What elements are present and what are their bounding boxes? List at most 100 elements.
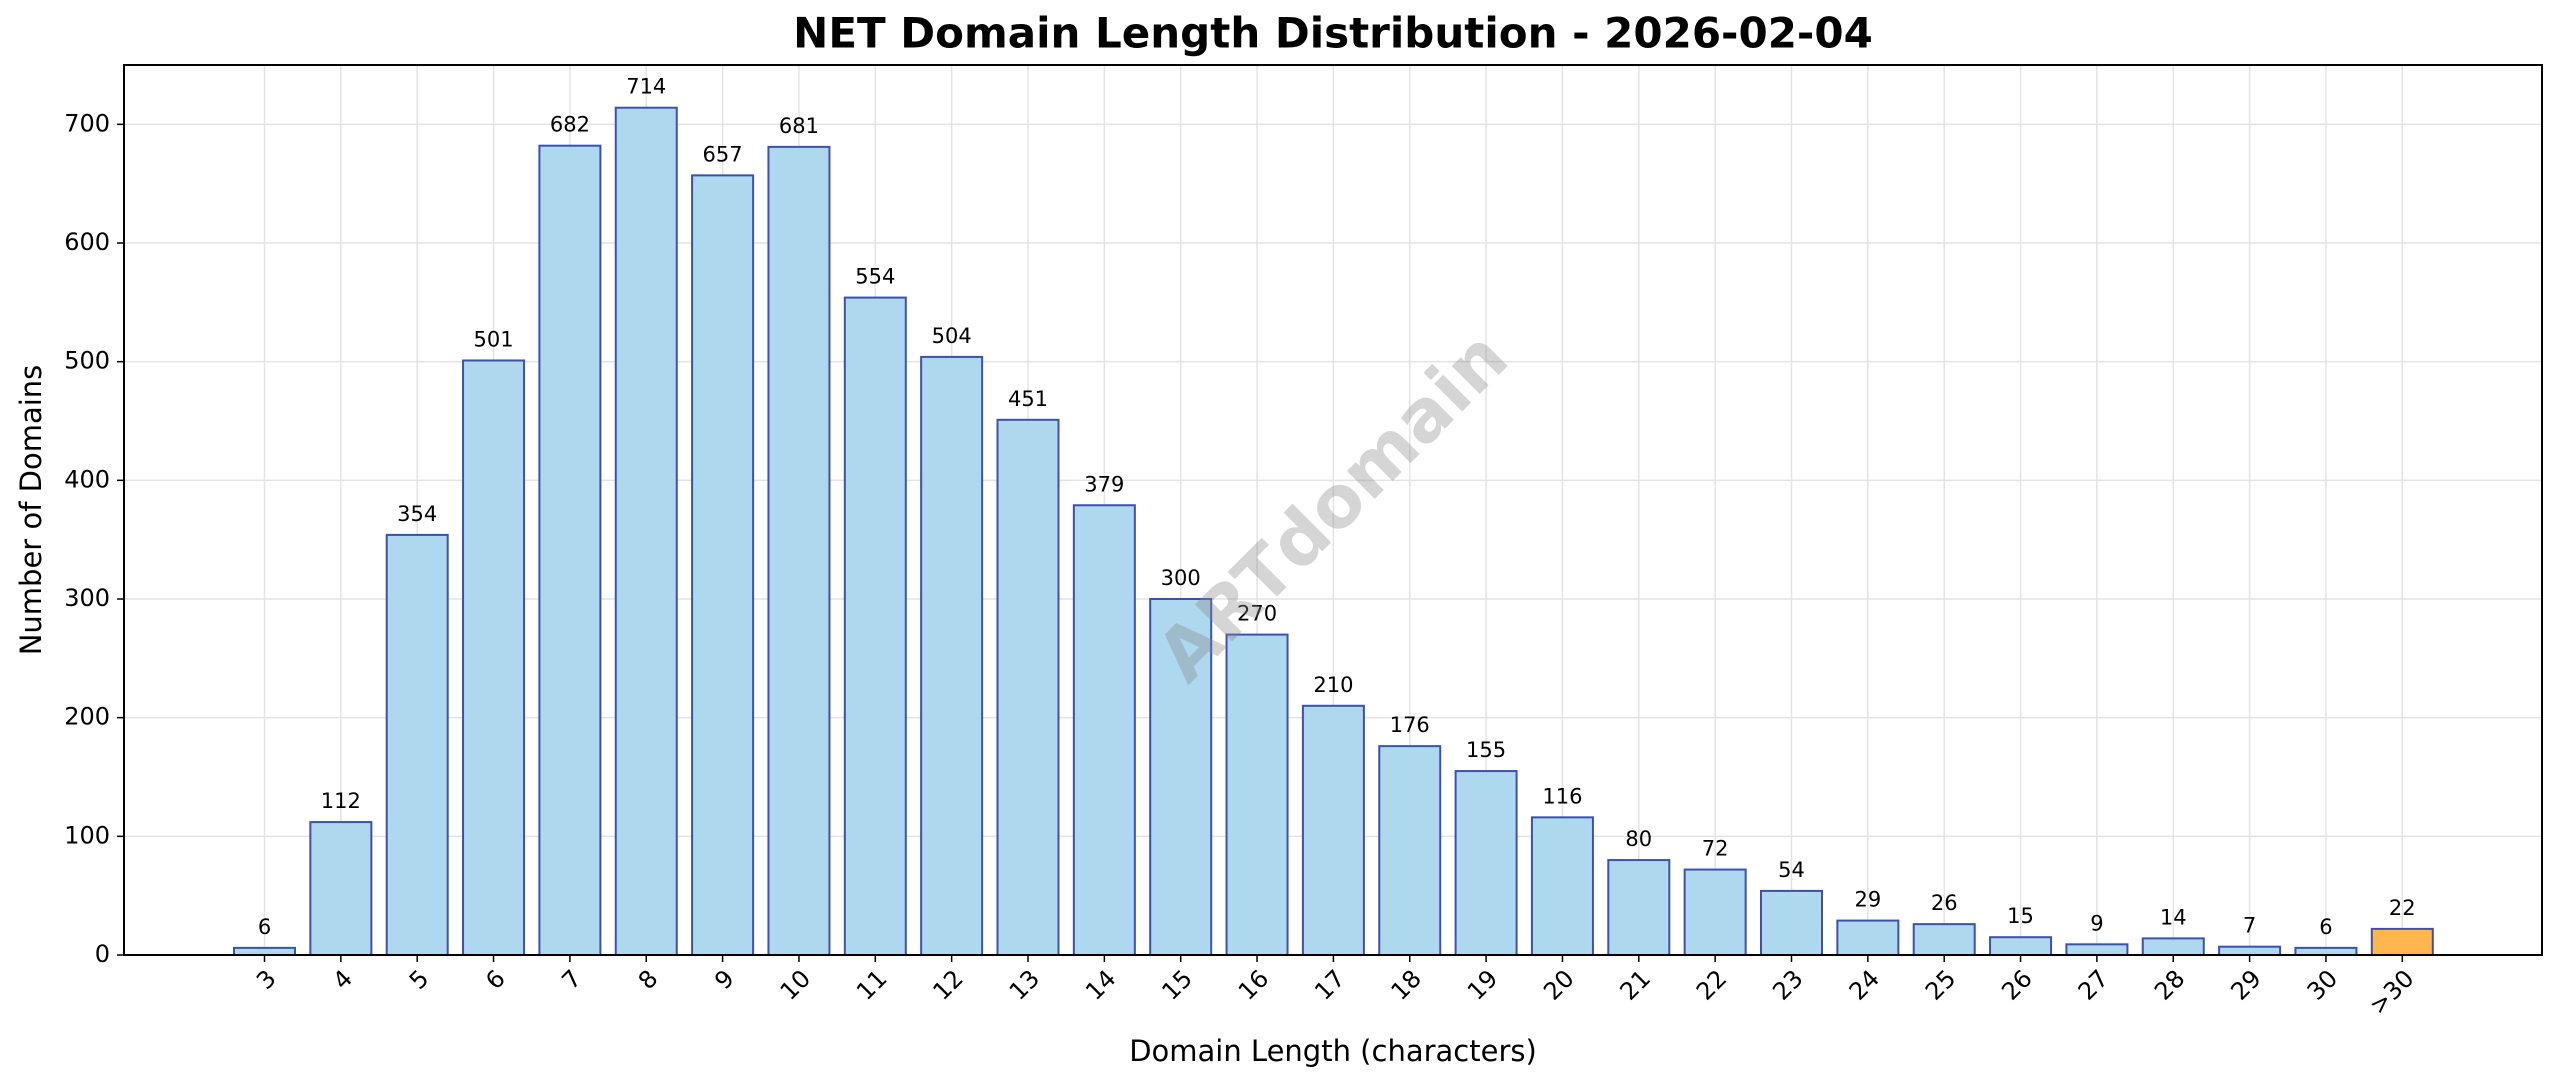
- bar: [2370, 927, 2434, 956]
- value-label: 29: [1854, 888, 1881, 912]
- x-tick-label: 30: [2302, 964, 2343, 1005]
- y-tick-label: 300: [64, 584, 110, 612]
- bar: [1912, 923, 1976, 956]
- bar: [233, 946, 296, 957]
- value-label: 6: [258, 915, 271, 939]
- x-tick-label: 3: [251, 964, 282, 995]
- x-tick-label: 26: [1996, 964, 2037, 1005]
- value-label: 504: [932, 324, 972, 348]
- bar: [1683, 868, 1747, 956]
- bar: [1454, 770, 1518, 956]
- value-label: 682: [550, 113, 590, 137]
- value-label: 15: [2007, 904, 2034, 928]
- x-tick-label: 19: [1462, 964, 1503, 1005]
- value-label: 14: [2160, 905, 2187, 929]
- bar: [309, 821, 373, 956]
- x-tick-label: 10: [775, 964, 816, 1005]
- plot-frame: [123, 64, 2543, 956]
- value-label: 112: [321, 789, 361, 813]
- value-label: 657: [703, 142, 743, 166]
- chart-title: NET Domain Length Distribution - 2026-02…: [793, 9, 1873, 58]
- x-tick-label: 29: [2225, 964, 2266, 1005]
- x-tick-label: 8: [633, 964, 664, 995]
- x-tick-label: 21: [1615, 964, 1656, 1005]
- bar: [1530, 816, 1594, 957]
- y-tick-label: 600: [64, 228, 110, 256]
- bar: [1760, 889, 1823, 956]
- y-tick-label: 700: [64, 109, 110, 137]
- bar: [1989, 936, 2053, 957]
- value-label: 554: [855, 265, 895, 289]
- bar: [462, 359, 526, 957]
- bar: [1072, 504, 1136, 956]
- bar: [385, 533, 449, 956]
- x-tick-label: 17: [1309, 964, 1350, 1005]
- x-tick-label: 24: [1844, 964, 1885, 1005]
- value-label: 54: [1778, 858, 1805, 882]
- bar: [538, 144, 602, 956]
- value-label: 300: [1161, 566, 1201, 590]
- value-label: 80: [1625, 827, 1652, 851]
- bar: [1378, 745, 1442, 956]
- bar: [1607, 859, 1671, 956]
- x-tick-label: 20: [1538, 964, 1579, 1005]
- bar: [920, 355, 984, 957]
- x-tick-label: 14: [1080, 964, 1121, 1005]
- value-label: 9: [2090, 911, 2103, 935]
- bar: [1225, 633, 1289, 956]
- x-tick-label: 12: [927, 964, 968, 1005]
- value-label: 714: [626, 75, 666, 99]
- value-label: 354: [397, 502, 437, 526]
- value-label: 451: [1008, 387, 1048, 411]
- value-label: 681: [779, 114, 819, 138]
- value-label: 7: [2243, 914, 2256, 938]
- value-label: 72: [1702, 837, 1729, 861]
- x-tick-label: 11: [851, 964, 892, 1005]
- bar: [1301, 704, 1365, 956]
- y-tick-label: 400: [64, 465, 110, 493]
- x-tick-label: 7: [556, 964, 587, 995]
- value-label: 6: [2319, 915, 2332, 939]
- value-label: 22: [2389, 896, 2416, 920]
- x-tick-label: 16: [1233, 964, 1274, 1005]
- x-tick-label: 18: [1386, 964, 1427, 1005]
- x-tick-label: 22: [1691, 964, 1732, 1005]
- x-tick-label: 9: [709, 964, 740, 995]
- x-tick-label: 23: [1767, 964, 1808, 1005]
- x-tick-label: 15: [1156, 964, 1197, 1005]
- x-tick-label: 13: [1004, 964, 1045, 1005]
- value-label: 116: [1542, 784, 1582, 808]
- x-tick-label: 25: [1920, 964, 1961, 1005]
- value-label: 501: [474, 327, 514, 351]
- x-tick-label: 28: [2149, 964, 2190, 1005]
- value-label: 379: [1084, 472, 1124, 496]
- value-label: 210: [1313, 673, 1353, 697]
- bar: [1149, 598, 1213, 956]
- value-label: 155: [1466, 738, 1506, 762]
- value-label: 26: [1931, 891, 1958, 915]
- bar: [2294, 946, 2358, 957]
- bar: [2065, 943, 2129, 957]
- y-tick-label: 0: [95, 940, 110, 968]
- x-tick-label: 27: [2073, 964, 2114, 1005]
- y-axis-label: Number of Domains: [14, 365, 48, 656]
- x-tick-label: 6: [480, 964, 511, 995]
- bar: [614, 106, 678, 957]
- bar: [843, 296, 907, 956]
- x-axis-label: Domain Length (characters): [1129, 1034, 1537, 1068]
- value-label: 270: [1237, 602, 1277, 626]
- y-tick-label: 200: [64, 703, 110, 731]
- bar: [767, 145, 831, 956]
- watermark: ARTdomain: [1141, 315, 1524, 698]
- value-label: 176: [1390, 713, 1430, 737]
- bar: [2141, 937, 2205, 956]
- x-tick-label: 4: [327, 964, 358, 995]
- y-tick-label: 500: [64, 347, 110, 375]
- bar: [691, 174, 755, 957]
- bar: [1836, 919, 1900, 957]
- y-tick-label: 100: [64, 821, 110, 849]
- x-tick-label: >30: [2364, 964, 2420, 1020]
- bar: [2218, 945, 2282, 957]
- bar: [996, 418, 1060, 956]
